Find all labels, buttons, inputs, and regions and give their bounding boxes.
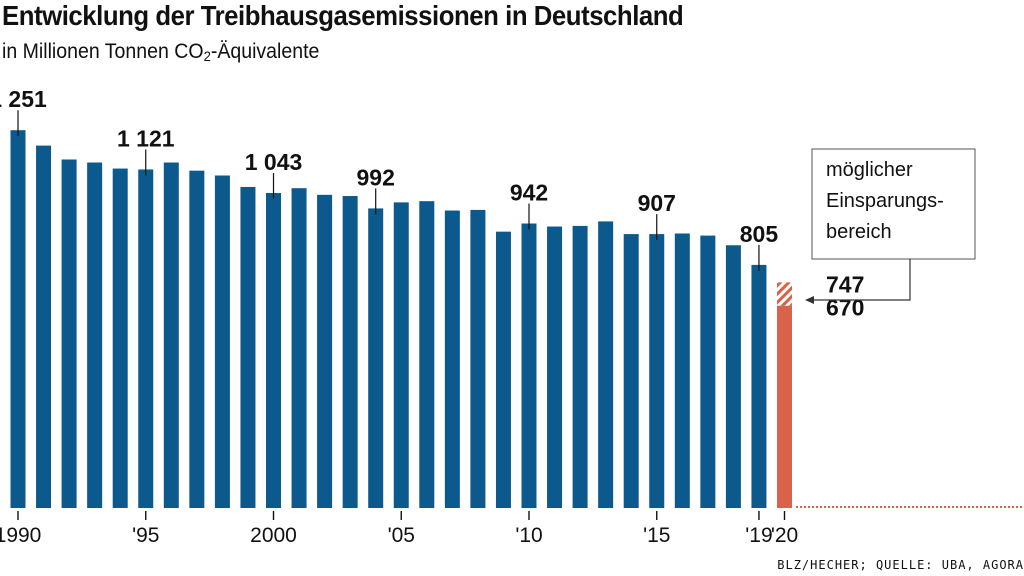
- x-tick-label-1995: '95: [132, 524, 159, 547]
- x-tick-label-2000: 2000: [250, 524, 297, 547]
- value-label-2004: 992: [357, 164, 395, 190]
- value-label-2000: 1 043: [245, 149, 303, 175]
- savings-note-arrowhead: [805, 296, 814, 304]
- bar-1994: [112, 168, 128, 508]
- bar-2009: [495, 231, 511, 509]
- bar-2003: [342, 196, 358, 508]
- savings-note-arrow: [812, 259, 911, 301]
- bar-2010: [521, 223, 537, 509]
- bar-2013: [598, 221, 614, 509]
- bar-1996: [163, 162, 179, 508]
- bar-2006: [419, 201, 435, 508]
- bar-1993: [87, 162, 103, 508]
- bar-1990: [10, 130, 26, 508]
- bar-1995: [138, 169, 154, 508]
- bar-2007: [444, 210, 460, 508]
- bar-1991: [36, 145, 52, 508]
- chart-subtitle: in Millionen Tonnen CO2-Äquivalente: [2, 40, 320, 64]
- value-label-2020-high: 747: [826, 271, 864, 297]
- bar-1998: [214, 175, 230, 509]
- bar-2011: [547, 226, 563, 508]
- bar-1997: [189, 170, 205, 508]
- bar-2008: [470, 209, 486, 508]
- value-label-1995: 1 121: [117, 125, 175, 151]
- chart-title: Entwicklung der Treibhausgasemissionen i…: [2, 0, 684, 31]
- x-tick-label-2019: '19: [745, 524, 772, 547]
- bar-2012: [572, 225, 588, 508]
- bar-2020-target: [777, 305, 792, 508]
- x-tick-label-2020: '20: [771, 524, 798, 547]
- bar-2002: [317, 194, 333, 509]
- savings-note-line: möglicher: [826, 159, 913, 181]
- savings-note-box: [811, 148, 976, 260]
- bar-2018: [725, 245, 741, 508]
- value-label-1990: 1 251: [0, 86, 47, 112]
- bar-2005: [393, 202, 409, 508]
- savings-note-line: Einsparungs-: [826, 190, 944, 212]
- value-label-2019: 805: [740, 221, 779, 247]
- bar-1992: [61, 159, 77, 508]
- x-tick-label-1990: 1990: [0, 524, 41, 547]
- x-tick-label-2015: '15: [643, 524, 670, 547]
- savings-note-line: bereich: [826, 221, 892, 243]
- bar-2014: [623, 234, 639, 508]
- value-label-2015: 907: [638, 190, 676, 216]
- source-credit: BLZ/HECHER; QUELLE: UBA, AGORA: [777, 558, 1024, 572]
- bar-2004: [368, 208, 384, 508]
- x-tick-label-2005: '05: [388, 524, 415, 547]
- bar-2017: [700, 235, 716, 508]
- bar-2001: [291, 188, 307, 508]
- value-label-2010: 942: [510, 180, 548, 206]
- bar-1999: [240, 186, 256, 508]
- bar-2016: [674, 233, 690, 508]
- bar-2000: [266, 193, 281, 508]
- bar-2019: [751, 264, 767, 508]
- bar-2020-savings-range: [777, 282, 792, 306]
- value-label-2020-low: 670: [826, 295, 864, 321]
- x-tick-label-2010: '10: [515, 524, 542, 547]
- bar-2015: [649, 234, 665, 508]
